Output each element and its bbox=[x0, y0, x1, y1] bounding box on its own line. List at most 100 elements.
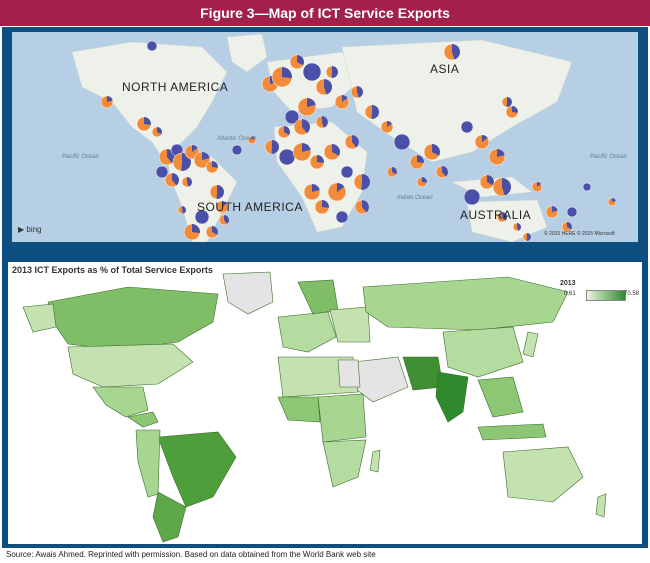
pie-bubble-slice bbox=[482, 135, 488, 142]
pie-bubble-marker[interactable] bbox=[278, 148, 296, 166]
ict-exports-bubble-map[interactable]: NORTH AMERICA SOUTH AMERICA ASIA AUSTRAL… bbox=[12, 32, 638, 242]
pie-bubble-slice bbox=[282, 67, 292, 79]
greenland bbox=[222, 271, 274, 315]
pie-bubble-slice bbox=[502, 178, 511, 196]
australia-label: AUSTRALIA bbox=[460, 208, 532, 222]
pie-bubble-marker[interactable] bbox=[335, 210, 349, 224]
pie-bubble-slice bbox=[322, 116, 328, 128]
north-america-land bbox=[71, 41, 228, 158]
pie-bubble-slice bbox=[387, 121, 392, 127]
new-zealand bbox=[595, 493, 607, 518]
pie-bubble-slice bbox=[202, 152, 210, 160]
choropleth-title: 2013 ICT Exports as % of Total Service E… bbox=[12, 265, 213, 275]
pie-bubble-slice bbox=[322, 200, 329, 208]
pie-bubble-marker[interactable] bbox=[340, 165, 354, 179]
legend-min: 0.61 bbox=[564, 291, 576, 297]
pie-bubble-slice bbox=[567, 222, 572, 230]
pie-bubble-marker[interactable] bbox=[284, 109, 300, 125]
southeast-asia bbox=[477, 376, 524, 418]
bing-logo: ▶ bing bbox=[18, 225, 42, 234]
pie-bubble-slice bbox=[192, 224, 200, 234]
pie-bubble-marker[interactable] bbox=[582, 182, 592, 192]
pie-bubble-slice bbox=[361, 174, 371, 190]
legend: 2013 0.61 70.58 bbox=[560, 280, 639, 314]
pie-bubble-slice bbox=[331, 66, 339, 78]
mexico bbox=[92, 386, 149, 418]
pie-bubble-marker[interactable] bbox=[463, 188, 481, 206]
pie-bubble-slice bbox=[422, 177, 427, 183]
pacific-ocean-east-label: Pacific Ocean bbox=[590, 154, 628, 160]
pie-bubble-slice bbox=[107, 96, 113, 102]
north-africa bbox=[277, 356, 359, 398]
greenland-land bbox=[226, 33, 268, 73]
pie-bubble-slice bbox=[324, 79, 332, 95]
pie-bubble-slice bbox=[192, 145, 198, 152]
pie-bubble-marker[interactable] bbox=[566, 206, 578, 218]
source-note: Source: Awais Ahmed. Reprinted with perm… bbox=[6, 550, 376, 559]
pie-bubble-marker[interactable] bbox=[302, 62, 322, 82]
pie-bubble-slice bbox=[352, 135, 360, 148]
pie-bubble-slice bbox=[417, 155, 424, 163]
pie-bubble-slice bbox=[452, 44, 461, 60]
asia-label: ASIA bbox=[430, 62, 460, 76]
pie-bubble-slice bbox=[157, 127, 162, 135]
japan bbox=[522, 331, 539, 358]
pie-bubble-marker[interactable] bbox=[155, 165, 169, 179]
west-africa bbox=[277, 396, 321, 423]
pie-bubble-slice bbox=[357, 86, 364, 98]
pie-bubble-marker[interactable] bbox=[231, 144, 243, 156]
pie-bubble-slice bbox=[297, 55, 304, 66]
usa bbox=[67, 343, 194, 388]
bubble-map-svg bbox=[71, 33, 617, 242]
russia bbox=[362, 276, 569, 331]
pie-bubble-slice bbox=[612, 198, 616, 202]
pie-bubble-slice bbox=[216, 185, 224, 199]
pie-bubble-slice bbox=[432, 144, 440, 156]
china bbox=[442, 326, 524, 378]
central-africa bbox=[317, 393, 367, 443]
alaska bbox=[22, 303, 57, 333]
pie-bubble-slice bbox=[392, 167, 398, 175]
pie-bubble-slice bbox=[212, 226, 218, 235]
pie-bubbles bbox=[100, 40, 617, 242]
pie-bubble-slice bbox=[506, 97, 512, 107]
pie-bubble-slice bbox=[526, 233, 531, 241]
map-attribution: © 2015 HERE © 2015 Microsoft bbox=[544, 231, 615, 237]
pie-bubble-slice bbox=[317, 155, 324, 163]
pie-bubble-slice bbox=[312, 184, 320, 192]
atlantic-ocean-label: Atlantic Ocean bbox=[217, 136, 257, 142]
andes-countries bbox=[135, 429, 161, 498]
pie-bubble-slice bbox=[337, 183, 345, 192]
pie-bubble-marker[interactable] bbox=[146, 40, 158, 52]
pie-bubble-slice bbox=[502, 212, 507, 221]
argentina bbox=[152, 491, 187, 543]
north-america-label: NORTH AMERICA bbox=[122, 80, 229, 94]
india bbox=[435, 371, 469, 423]
madagascar bbox=[369, 449, 381, 473]
australia bbox=[502, 446, 584, 503]
pie-bubble-slice bbox=[342, 95, 348, 102]
pie-bubble-slice bbox=[537, 182, 542, 187]
pie-bubble-slice bbox=[302, 143, 311, 152]
pie-bubble-slice bbox=[487, 175, 495, 186]
pie-bubble-marker[interactable] bbox=[393, 133, 411, 151]
pie-bubble-slice bbox=[172, 173, 180, 186]
legend-color-bar bbox=[586, 290, 626, 301]
brazil bbox=[157, 431, 237, 508]
pie-bubble-slice bbox=[307, 98, 316, 107]
eastern-europe bbox=[329, 306, 371, 343]
indonesia bbox=[477, 423, 547, 441]
indian-ocean-label: Indian Ocean bbox=[397, 195, 433, 201]
choropleth-svg bbox=[22, 271, 607, 543]
egypt-saudi bbox=[337, 359, 361, 388]
scandinavia bbox=[297, 279, 339, 315]
ict-exports-choropleth-map[interactable]: 2013 ICT Exports as % of Total Service E… bbox=[8, 262, 642, 544]
pie-bubble-marker[interactable] bbox=[194, 209, 210, 225]
southern-africa bbox=[322, 439, 367, 488]
pie-bubble-slice bbox=[512, 106, 518, 113]
south-america-label: SOUTH AMERICA bbox=[197, 200, 303, 214]
pie-bubble-slice bbox=[284, 126, 290, 135]
pie-bubble-slice bbox=[212, 161, 218, 168]
south-america-land bbox=[166, 151, 238, 242]
pie-bubble-marker[interactable] bbox=[460, 120, 474, 134]
